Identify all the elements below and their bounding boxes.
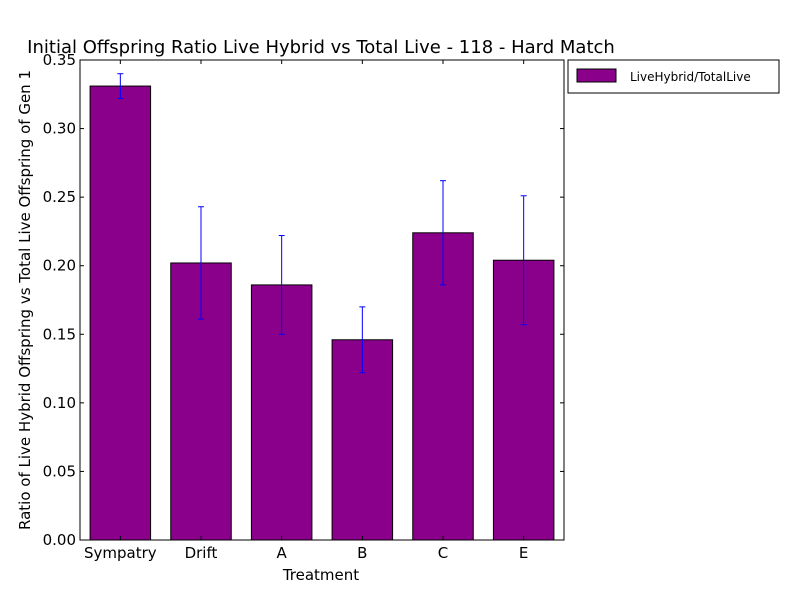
bar	[89, 85, 152, 541]
bar	[412, 232, 474, 541]
y-tick-label: 0.30	[43, 120, 76, 138]
y-axis-title: Ratio of Live Hybrid Offspring vs Total …	[16, 70, 34, 530]
y-tick-label: 0.05	[43, 462, 76, 480]
legend: LiveHybrid/TotalLive	[567, 59, 780, 94]
axes-frame	[79, 59, 565, 541]
x-tick-label: B	[357, 544, 367, 562]
y-tick-label: 0.15	[43, 325, 76, 343]
chart-title: Initial Offspring Ratio Live Hybrid vs T…	[27, 37, 615, 58]
x-tick-label: Drift	[185, 544, 218, 562]
plot-area: Sympatry Drift A B C E 0.00 0.05 0.10 0.15 0.20 0.2…	[43, 51, 565, 562]
y-tick-label: 0.00	[43, 531, 76, 549]
legend-label: LiveHybrid/TotalLive	[630, 70, 751, 84]
y-tick-label: 0.10	[43, 394, 76, 412]
x-axis-title: Treatment	[282, 566, 359, 584]
x-tick-label: E	[519, 544, 528, 562]
x-tick-label: C	[438, 544, 448, 562]
y-tick-label: 0.20	[43, 257, 76, 275]
x-tick-label: Sympatry	[84, 544, 157, 562]
y-tick-label: 0.35	[43, 51, 76, 69]
y-tick-label: 0.25	[43, 188, 76, 206]
legend-swatch	[576, 68, 617, 83]
x-tick-label: A	[277, 544, 288, 562]
